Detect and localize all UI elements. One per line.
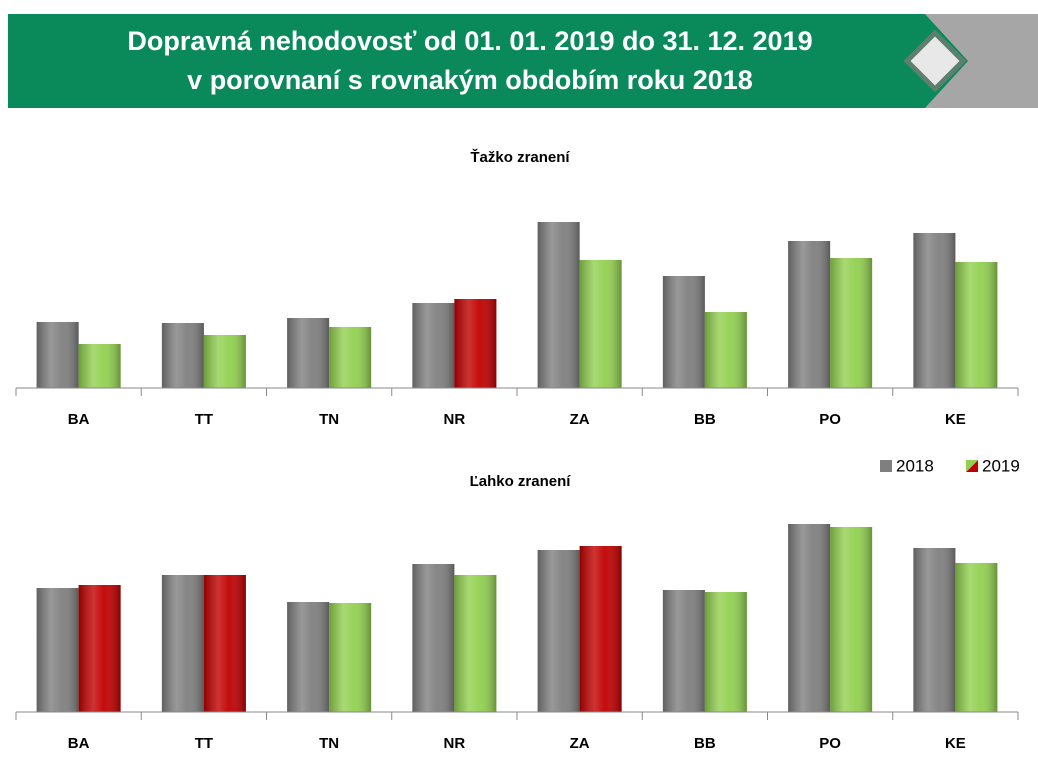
- chart-title: Ľahko zranení: [470, 473, 572, 490]
- header-title-line: Dopravná nehodovosť od 01. 01. 2019 do 3…: [127, 26, 812, 56]
- bar-shade: [78, 344, 121, 388]
- bar-shade: [287, 602, 330, 712]
- chart-title: Ťažko zranení: [470, 148, 570, 166]
- x-tick-label: NR: [444, 735, 466, 752]
- bar-shade: [788, 241, 831, 388]
- bar-shade: [704, 592, 747, 712]
- bar-shade: [454, 299, 497, 388]
- bar-shade: [36, 588, 79, 712]
- bar-shade: [704, 312, 747, 388]
- bar-shade: [955, 563, 998, 712]
- bar-shade: [161, 575, 204, 712]
- header-title-line: v porovnaní s rovnakým obdobím roku 2018: [187, 65, 753, 95]
- bar-shade: [78, 585, 121, 712]
- x-tick-label: ZA: [570, 735, 590, 752]
- x-tick-label: TT: [195, 735, 213, 752]
- bar-shade: [287, 318, 330, 388]
- bar-shade: [454, 575, 497, 712]
- bar-shade: [537, 550, 580, 712]
- x-tick-label: KE: [945, 735, 966, 752]
- bar-shade: [662, 276, 705, 388]
- legend-label: 2018: [896, 456, 934, 475]
- x-tick-label: PO: [819, 411, 841, 428]
- bar-shade: [412, 564, 455, 712]
- bar-shade: [913, 548, 956, 712]
- bar-shade: [203, 575, 246, 712]
- header-banner: [8, 14, 968, 108]
- x-tick-label: NR: [444, 411, 466, 428]
- x-tick-label: TT: [195, 411, 213, 428]
- x-tick-label: BA: [68, 411, 90, 428]
- header-diamond: [903, 29, 967, 93]
- bar-shade: [537, 222, 580, 388]
- x-tick-label: TN: [319, 411, 339, 428]
- bar-shade: [36, 322, 79, 388]
- bar-shade: [329, 327, 372, 388]
- legend-label: 2019: [982, 456, 1020, 475]
- bar-shade: [412, 303, 455, 388]
- x-tick-label: BB: [694, 735, 716, 752]
- bar-shade: [830, 527, 873, 712]
- bar-shade: [788, 524, 831, 712]
- x-tick-label: TN: [319, 735, 339, 752]
- bar-shade: [329, 603, 372, 712]
- legend-swatch: [880, 460, 892, 472]
- bar-shade: [203, 335, 246, 388]
- bar-shade: [662, 590, 705, 712]
- bar-shade: [579, 546, 622, 712]
- bar-shade: [913, 233, 956, 388]
- bar-shade: [161, 323, 204, 388]
- bar-shade: [579, 260, 622, 388]
- legend-swatch: [966, 460, 978, 472]
- bar-shade: [830, 258, 873, 388]
- x-tick-label: ZA: [570, 411, 590, 428]
- x-tick-label: PO: [819, 735, 841, 752]
- x-tick-label: BA: [68, 735, 90, 752]
- x-tick-label: KE: [945, 411, 966, 428]
- bar-shade: [955, 262, 998, 388]
- x-tick-label: BB: [694, 411, 716, 428]
